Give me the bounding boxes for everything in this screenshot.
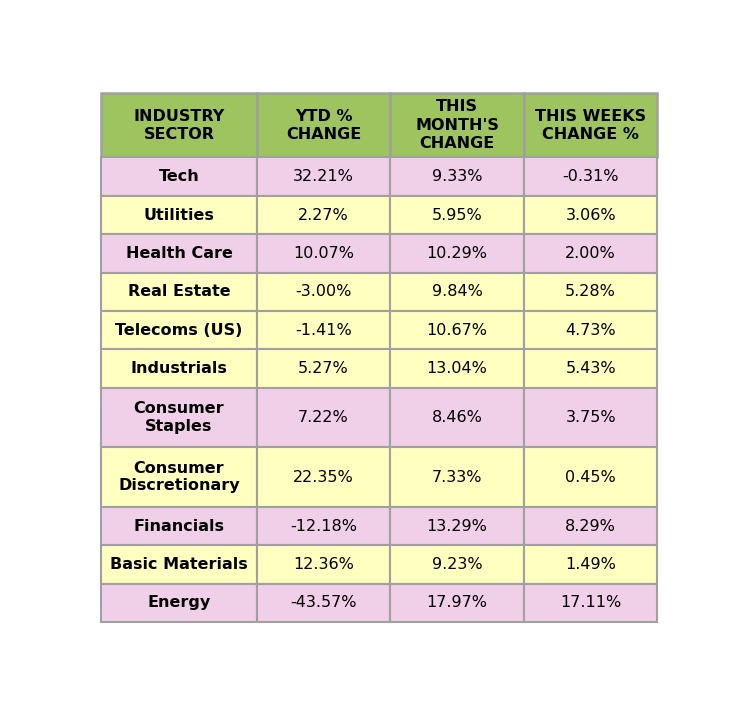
Bar [101, 311, 257, 349]
Bar [524, 157, 657, 196]
Text: Tech: Tech [158, 169, 199, 184]
Text: 0.45%: 0.45% [565, 469, 616, 484]
Bar [257, 388, 391, 447]
Text: 8.29%: 8.29% [565, 518, 616, 534]
Bar [257, 93, 391, 157]
Text: -0.31%: -0.31% [562, 169, 619, 184]
Bar [391, 545, 524, 583]
Bar [391, 388, 524, 447]
Bar [391, 311, 524, 349]
Bar [257, 545, 391, 583]
Bar [101, 349, 257, 388]
Bar [391, 583, 524, 622]
Text: THIS
MONTH'S
CHANGE: THIS MONTH'S CHANGE [415, 99, 499, 152]
Text: Basic Materials: Basic Materials [110, 557, 248, 572]
Bar [101, 507, 257, 545]
Text: Consumer
Discretionary: Consumer Discretionary [118, 461, 240, 493]
Text: 10.07%: 10.07% [293, 246, 354, 261]
Bar [101, 447, 257, 507]
Bar [391, 447, 524, 507]
Text: 5.95%: 5.95% [431, 207, 482, 222]
Text: -43.57%: -43.57% [290, 595, 357, 610]
Bar [257, 273, 391, 311]
Text: -1.41%: -1.41% [295, 323, 352, 338]
Text: 9.33%: 9.33% [432, 169, 482, 184]
Text: 5.27%: 5.27% [298, 361, 349, 376]
Text: YTD %
CHANGE: YTD % CHANGE [286, 108, 361, 142]
Bar [391, 507, 524, 545]
Text: Utilities: Utilities [144, 207, 215, 222]
Text: 17.11%: 17.11% [560, 595, 622, 610]
Text: 8.46%: 8.46% [431, 410, 482, 425]
Bar [257, 583, 391, 622]
Bar [257, 447, 391, 507]
Text: 32.21%: 32.21% [293, 169, 354, 184]
Text: 9.84%: 9.84% [431, 285, 482, 299]
Bar [391, 93, 524, 157]
Text: Financials: Financials [133, 518, 224, 534]
Bar [257, 507, 391, 545]
Bar [391, 349, 524, 388]
Bar [391, 157, 524, 196]
Text: Consumer
Staples: Consumer Staples [134, 401, 224, 434]
Text: 9.23%: 9.23% [432, 557, 482, 572]
Text: 1.49%: 1.49% [565, 557, 616, 572]
Text: 10.29%: 10.29% [427, 246, 488, 261]
Bar [101, 545, 257, 583]
Bar [524, 349, 657, 388]
Text: Industrials: Industrials [130, 361, 227, 376]
Bar [524, 273, 657, 311]
Text: Energy: Energy [147, 595, 211, 610]
Bar [524, 388, 657, 447]
Text: Telecoms (US): Telecoms (US) [115, 323, 243, 338]
Bar [524, 583, 657, 622]
Bar [524, 507, 657, 545]
Text: -12.18%: -12.18% [290, 518, 357, 534]
Text: 3.06%: 3.06% [565, 207, 616, 222]
Text: 13.04%: 13.04% [427, 361, 488, 376]
Text: 10.67%: 10.67% [427, 323, 488, 338]
Text: 7.22%: 7.22% [298, 410, 349, 425]
Text: -3.00%: -3.00% [295, 285, 351, 299]
Bar [391, 273, 524, 311]
Text: 17.97%: 17.97% [427, 595, 488, 610]
Bar [101, 196, 257, 234]
Text: 5.28%: 5.28% [565, 285, 616, 299]
Bar [391, 196, 524, 234]
Bar [257, 311, 391, 349]
Bar [101, 583, 257, 622]
Text: 22.35%: 22.35% [293, 469, 354, 484]
Bar [524, 196, 657, 234]
Bar [391, 234, 524, 273]
Bar [524, 93, 657, 157]
Text: 7.33%: 7.33% [432, 469, 482, 484]
Bar [257, 157, 391, 196]
Bar [524, 447, 657, 507]
Bar [257, 349, 391, 388]
Bar [101, 388, 257, 447]
Text: THIS WEEKS
CHANGE %: THIS WEEKS CHANGE % [535, 108, 646, 142]
Bar [257, 196, 391, 234]
Bar [101, 273, 257, 311]
Text: 5.43%: 5.43% [565, 361, 616, 376]
Bar [524, 545, 657, 583]
Bar [257, 234, 391, 273]
Bar [524, 311, 657, 349]
Text: 13.29%: 13.29% [427, 518, 488, 534]
Text: 4.73%: 4.73% [565, 323, 616, 338]
Text: 2.27%: 2.27% [298, 207, 349, 222]
Text: INDUSTRY
SECTOR: INDUSTRY SECTOR [133, 108, 225, 142]
Text: 2.00%: 2.00% [565, 246, 616, 261]
Text: 12.36%: 12.36% [293, 557, 354, 572]
Bar [101, 93, 257, 157]
Bar [524, 234, 657, 273]
Text: 3.75%: 3.75% [565, 410, 616, 425]
Bar [101, 157, 257, 196]
Bar [101, 234, 257, 273]
Text: Health Care: Health Care [126, 246, 232, 261]
Text: Real Estate: Real Estate [128, 285, 230, 299]
